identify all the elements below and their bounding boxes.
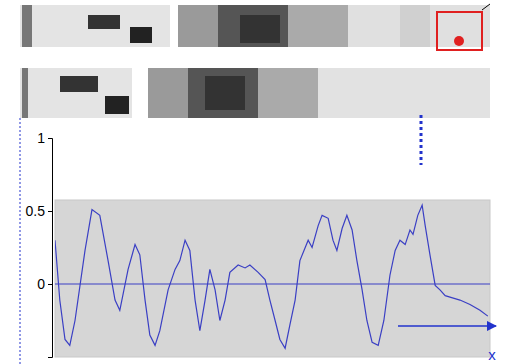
- figure: 10.50x: [0, 0, 510, 364]
- photo-region: [205, 76, 245, 110]
- photo-region: [20, 68, 132, 118]
- photo-background: [20, 68, 490, 118]
- photo-region: [132, 68, 148, 118]
- photo-region: [88, 15, 120, 29]
- position-guide: [420, 115, 423, 165]
- y-tick: 0: [37, 276, 52, 292]
- plot-background: [55, 200, 490, 357]
- photo-region: [22, 68, 28, 118]
- photo-region: [400, 5, 430, 47]
- photo-region: [130, 27, 152, 43]
- y-tick-label: 0: [37, 276, 45, 292]
- photo-region: [60, 76, 98, 92]
- plot-area: [55, 205, 488, 348]
- y-axis: 10.50: [26, 130, 53, 358]
- photo-region: [178, 5, 218, 47]
- photo-region: [240, 15, 280, 43]
- y-tick-label: 0.5: [26, 203, 46, 219]
- photo-region: [148, 68, 188, 118]
- photo-region: [188, 68, 258, 118]
- photo-strip: [20, 68, 490, 118]
- y-axis-line: [48, 139, 53, 358]
- x-axis-label: x: [488, 346, 496, 363]
- data-line: [55, 205, 488, 348]
- photo-region: [288, 5, 348, 47]
- y-tick: 0.5: [26, 203, 52, 219]
- photo-strip: [20, 5, 490, 47]
- left-guide: [20, 118, 21, 364]
- photo-region: [22, 5, 32, 47]
- x-arrow: [398, 325, 496, 327]
- selection-point: [454, 36, 464, 46]
- y-tick-mark: [48, 211, 52, 212]
- photo-region: [20, 5, 170, 47]
- photo-region: [258, 68, 318, 118]
- grid: [55, 284, 490, 285]
- photo-region: [105, 96, 129, 114]
- grid-line: [55, 284, 490, 285]
- photo-background: [20, 5, 490, 47]
- photo-region: [318, 68, 490, 118]
- y-tick-mark: [48, 284, 52, 285]
- selection-box: [437, 12, 482, 50]
- photo-region: [170, 5, 178, 47]
- pointer-arrow: [482, 4, 490, 10]
- photo-region: [218, 5, 288, 47]
- y-tick-label: 1: [37, 130, 45, 146]
- y-tick-mark: [48, 138, 52, 139]
- y-tick: 1: [37, 130, 52, 146]
